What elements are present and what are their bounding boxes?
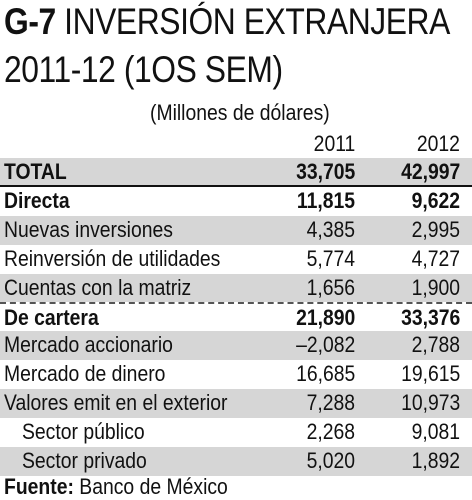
table-row: De cartera 21,890 33,376 — [0, 302, 472, 331]
row-value-2012: 4,727 — [411, 245, 460, 271]
row-value-2011: 11,815 — [296, 187, 355, 213]
column-header-row: 2011 2012 — [0, 131, 472, 157]
row-value-2011: 21,890 — [295, 305, 355, 331]
table-row: Valores emit en el exterior 7,288 10,973 — [0, 389, 472, 419]
row-value-2012: 42,997 — [400, 159, 460, 184]
table-row: Reinversión de utilidades 5,774 4,727 — [0, 245, 472, 274]
row-value-2012: 9,081 — [411, 419, 460, 445]
table-row: Cuentas con la matriz 1,656 1,900 — [0, 273, 472, 303]
data-table: TOTAL 33,705 42,997 Directa 11,815 9,622 Nueva… — [0, 158, 472, 476]
row-label: TOTAL — [4, 159, 67, 184]
column-header-2012: 2012 — [416, 131, 460, 156]
row-value-2011: 2,268 — [306, 419, 355, 445]
chart-subtitle: 2011-12 (1OS SEM) — [4, 49, 283, 90]
row-value-2011: 16,685 — [295, 361, 355, 387]
table-row: TOTAL 33,705 42,997 — [0, 158, 472, 187]
chart-code: G-7 — [4, 1, 56, 42]
source-text: Banco de México — [79, 474, 228, 499]
row-label: Sector privado — [22, 447, 147, 473]
table-row: Sector público 2,268 9,081 — [0, 418, 472, 447]
row-label: Valores emit en el exterior — [4, 390, 228, 416]
column-header-2011: 2011 — [313, 131, 355, 156]
row-value-2011: 7,288 — [306, 390, 355, 416]
source-note: Fuente: Banco de México — [4, 474, 228, 500]
table-row: Mercado accionario –2,082 2,788 — [0, 331, 472, 361]
row-label: Sector público — [22, 419, 145, 445]
row-label: Directa — [4, 187, 70, 213]
row-value-2012: 10,973 — [400, 390, 460, 416]
row-value-2012: 19,615 — [400, 361, 460, 387]
row-value-2011: –2,082 — [295, 332, 355, 358]
row-label: Reinversión de utilidades — [4, 245, 221, 271]
table-row: Mercado de dinero 16,685 19,615 — [0, 360, 472, 389]
table-row: Directa 11,815 9,622 — [0, 187, 472, 216]
row-value-2011: 4,385 — [306, 216, 355, 242]
row-label: Mercado accionario — [4, 332, 173, 358]
table-row: Sector privado 5,020 1,892 — [0, 446, 472, 476]
row-value-2011: 33,705 — [295, 159, 355, 184]
row-label: Cuentas con la matriz — [4, 274, 192, 300]
row-value-2012: 33,376 — [400, 305, 460, 331]
row-label: Nuevas inversiones — [4, 216, 173, 242]
row-label: De cartera — [4, 305, 99, 331]
chart-title-text: INVERSIÓN EXTRANJERA — [64, 1, 450, 42]
row-value-2012: 1,892 — [411, 447, 460, 473]
row-value-2012: 1,900 — [411, 274, 460, 300]
table-row: Nuevas inversiones 4,385 2,995 — [0, 215, 472, 245]
chart-title: G-7 INVERSIÓN EXTRANJERA — [4, 0, 450, 44]
units-label: (Millones de dólares) — [150, 100, 330, 125]
source-label: Fuente: — [4, 474, 74, 499]
row-value-2011: 5,020 — [306, 447, 355, 473]
row-value-2011: 5,774 — [306, 245, 355, 271]
row-value-2011: 1,656 — [306, 274, 355, 300]
row-value-2012: 9,622 — [411, 187, 460, 213]
row-label: Mercado de dinero — [4, 361, 166, 387]
row-value-2012: 2,788 — [411, 332, 460, 358]
row-value-2012: 2,995 — [411, 216, 460, 242]
